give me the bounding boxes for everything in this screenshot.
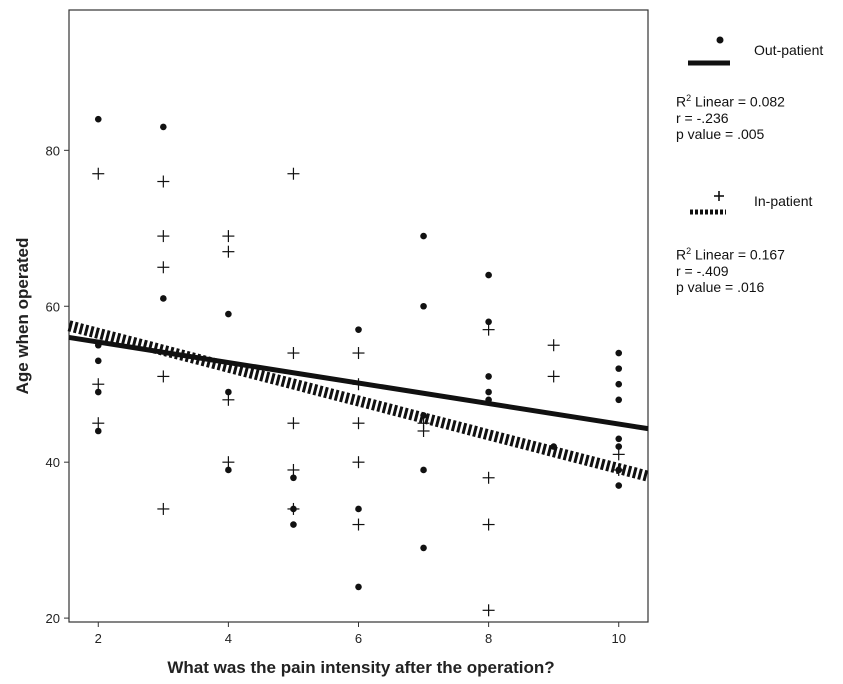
point-out-patient <box>290 521 297 528</box>
point-in-patient <box>157 230 170 243</box>
point-in-patient <box>287 463 300 476</box>
inpatient-r2: R2 Linear = 0.167 <box>676 246 785 263</box>
point-in-patient <box>482 518 495 531</box>
point-out-patient <box>290 474 297 482</box>
point-in-patient <box>287 502 300 515</box>
point-out-patient <box>615 435 623 443</box>
point-out-patient <box>485 271 492 279</box>
point-in-patient <box>222 245 235 258</box>
y-tick-label: 80 <box>46 143 60 158</box>
point-out-patient <box>420 544 427 552</box>
point-in-patient <box>222 230 235 243</box>
legend: Out-patient R2 Linear = 0.082 r = -.236 … <box>672 30 842 295</box>
point-out-patient <box>615 380 623 388</box>
point-out-patient <box>94 357 102 365</box>
point-in-patient <box>417 424 430 437</box>
x-axis: 2 4 6 8 10 <box>95 622 626 646</box>
point-out-patient <box>550 443 557 450</box>
point-in-patient <box>157 370 170 383</box>
point-out-patient <box>225 310 232 318</box>
point-in-patient <box>482 471 495 484</box>
point-in-patient <box>612 463 625 476</box>
point-in-patient <box>352 417 365 430</box>
x-tick-label: 6 <box>355 631 362 646</box>
point-out-patient <box>615 349 623 357</box>
point-out-patient <box>420 466 427 474</box>
point-in-patient <box>547 339 560 352</box>
point-in-patient <box>222 456 235 469</box>
point-out-patient <box>355 505 362 513</box>
point-in-patient <box>157 502 170 515</box>
point-out-patient <box>485 318 492 326</box>
point-out-patient <box>420 232 427 240</box>
point-in-patient <box>482 604 495 617</box>
point-in-patient <box>352 518 365 531</box>
point-out-patient <box>485 396 492 404</box>
point-out-patient <box>225 466 232 474</box>
y-axis: 20 40 60 80 <box>46 143 69 626</box>
x-tick-label: 8 <box>485 631 492 646</box>
point-out-patient <box>355 326 362 333</box>
point-in-patient <box>222 393 235 406</box>
outpatient-r2: R2 Linear = 0.082 <box>676 93 785 110</box>
legend-item-inpatient: In-patient <box>672 30 842 215</box>
point-out-patient <box>160 123 167 131</box>
legend-swatch-outpatient <box>688 36 730 66</box>
point-out-patient <box>615 443 623 450</box>
outpatient-p: p value = .005 <box>676 125 765 142</box>
point-in-patient <box>287 167 300 180</box>
point-out-patient <box>94 427 102 435</box>
outpatient-stats: R2 Linear = 0.082 r = -.236 p value = .0… <box>676 90 785 142</box>
point-in-patient <box>92 378 105 391</box>
point-in-patient <box>352 378 365 391</box>
inpatient-r: r = -.409 <box>676 262 729 279</box>
point-in-patient <box>287 417 300 430</box>
data-points <box>92 115 625 617</box>
point-out-patient <box>615 365 623 372</box>
point-in-patient <box>157 261 170 274</box>
point-in-patient <box>482 323 495 336</box>
outpatient-r: r = -.236 <box>676 109 729 126</box>
x-tick-label: 10 <box>611 631 625 646</box>
point-out-patient <box>485 373 492 380</box>
inpatient-stats: R2 Linear = 0.167 r = -.409 p value = .0… <box>676 243 785 295</box>
point-in-patient <box>157 175 170 188</box>
point-out-patient <box>615 482 623 489</box>
point-out-patient <box>485 388 492 396</box>
legend-swatch-inpatient <box>690 191 726 215</box>
point-in-patient <box>612 448 625 461</box>
point-in-patient <box>352 456 365 469</box>
x-axis-title: What was the pain intensity after the op… <box>167 658 554 677</box>
point-out-patient <box>94 115 102 123</box>
inpatient-p: p value = .016 <box>676 278 765 295</box>
legend-label-inpatient: In-patient <box>754 193 813 209</box>
point-out-patient <box>94 341 102 349</box>
point-out-patient <box>420 302 427 310</box>
point-in-patient <box>287 347 300 360</box>
y-tick-label: 40 <box>46 455 60 470</box>
x-tick-label: 4 <box>225 631 232 646</box>
x-tick-label: 2 <box>95 631 102 646</box>
point-out-patient <box>420 412 427 419</box>
point-out-patient <box>615 396 623 404</box>
point-in-patient <box>92 167 105 180</box>
point-out-patient <box>94 388 102 396</box>
point-in-patient <box>547 370 560 383</box>
point-in-patient <box>352 347 365 360</box>
fit-line-in-patient <box>67 320 650 482</box>
y-tick-label: 60 <box>46 299 60 314</box>
y-tick-label: 20 <box>46 611 60 626</box>
legend-item-outpatient: Out-patient <box>672 30 842 70</box>
point-out-patient <box>225 388 232 396</box>
point-out-patient <box>160 295 167 302</box>
point-in-patient <box>92 417 105 430</box>
point-out-patient <box>355 583 362 591</box>
y-axis-title: Age when operated <box>13 238 32 395</box>
legend-label-outpatient: Out-patient <box>754 42 824 58</box>
